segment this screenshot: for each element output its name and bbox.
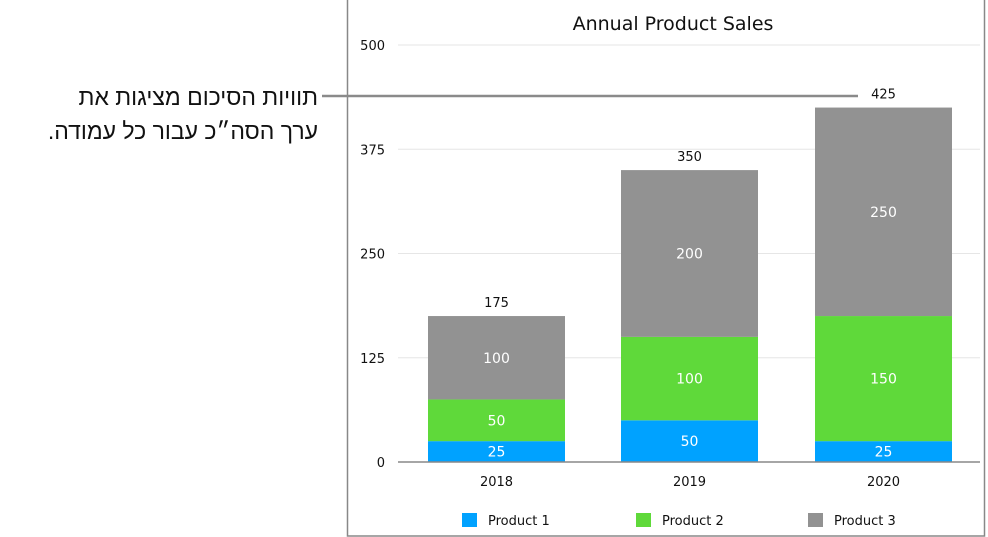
legend-swatch [636,513,651,527]
bar-segment [428,441,565,462]
bar-segment [621,336,758,421]
bar-value-label: 50 [488,413,506,429]
bar-segment [621,170,758,337]
legend-label: Product 3 [834,514,896,529]
bar-value-label: 100 [483,351,510,367]
y-tick-label: 375 [360,143,385,158]
bar-value-label: 250 [870,205,897,221]
bar-total-label: 175 [484,296,509,311]
bar-value-label: 50 [681,434,699,450]
bar-value-label: 25 [875,445,893,461]
y-tick-label: 125 [360,352,385,367]
bar-segment [815,316,952,442]
callout-line-1: תוויות הסיכום מציגות את [78,84,318,110]
bar-segment [428,399,565,442]
y-tick-label: 250 [360,248,385,263]
y-tick-label: 0 [377,456,385,471]
chart-frame [346,0,986,537]
legend-label: Product 2 [662,514,724,529]
legend-label: Product 1 [488,514,550,529]
legend-swatch [808,513,823,527]
bar-value-label: 200 [676,247,703,263]
bar-total-label: 425 [871,88,896,103]
callout-line-2: ערך הסה״כ עבור כל עמודה. [47,118,318,144]
x-tick-label: 2018 [480,475,513,490]
callout-annotation: תוויות הסיכום מציגות את ערך הסה״כ עבור כ… [0,80,318,148]
y-tick-label: 500 [360,39,385,54]
x-tick-label: 2020 [867,475,900,490]
bar-segment [815,107,952,317]
bar-segment [621,420,758,462]
bar-total-label: 350 [677,150,702,165]
x-tick-label: 2019 [673,475,706,490]
legend-swatch [462,513,477,527]
bar-segment [815,441,952,462]
chart-title: Annual Product Sales [573,13,774,35]
bar-value-label: 100 [676,372,703,388]
bar-segment [428,316,565,400]
bar-value-label: 150 [870,372,897,388]
bar-value-label: 25 [488,445,506,461]
